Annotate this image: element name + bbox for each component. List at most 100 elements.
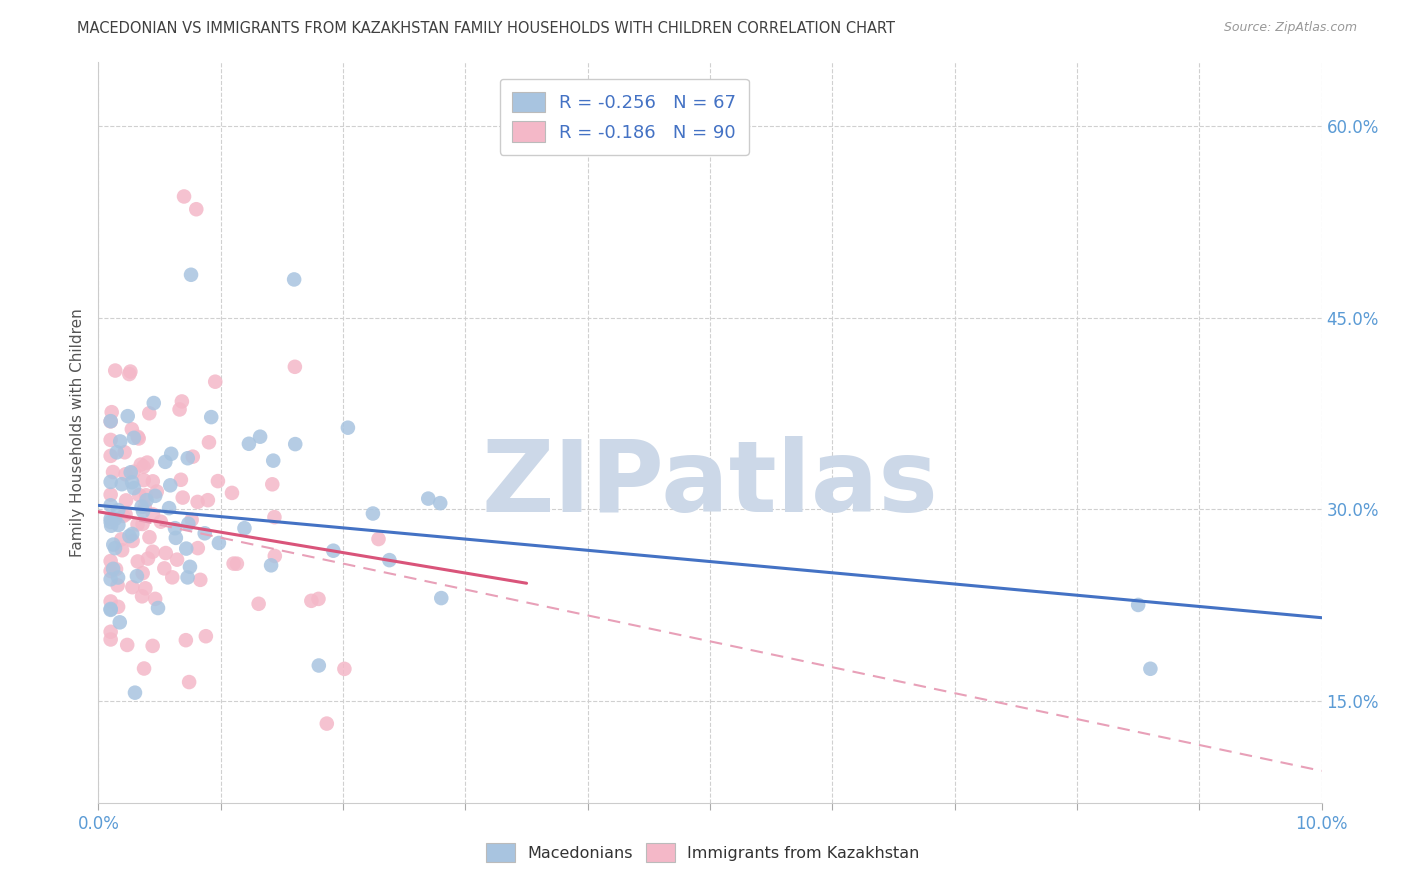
Point [162, 570, 184, 584]
Point [131, 566, 153, 581]
Point [143, 489, 166, 503]
Point [100, 518, 122, 533]
Point [100, 515, 122, 529]
Point [142, 545, 165, 559]
Point [121, 533, 143, 548]
Point [100, 602, 122, 616]
Point [121, 527, 143, 541]
Point [129, 458, 152, 472]
Legend: R = -0.256   N = 67, R = -0.186   N = 90: R = -0.256 N = 67, R = -0.186 N = 90 [499, 78, 749, 155]
Point [142, 475, 165, 489]
Point [429, 496, 451, 510]
Point [103, 538, 125, 552]
Point [134, 500, 156, 514]
Point [263, 510, 285, 524]
Point [100, 498, 122, 512]
Point [100, 414, 122, 428]
Point [155, 546, 177, 560]
Point [177, 451, 200, 466]
Legend: Macedonians, Immigrants from Kazakhstan: Macedonians, Immigrants from Kazakhstan [479, 837, 927, 868]
Point [260, 558, 283, 573]
Point [127, 430, 149, 444]
Point [100, 564, 122, 578]
Point [174, 541, 197, 556]
Point [104, 512, 127, 526]
Point [146, 601, 169, 615]
Point [111, 477, 134, 491]
Point [284, 437, 307, 451]
Point [187, 495, 209, 509]
Point [179, 559, 201, 574]
Point [336, 420, 359, 434]
Point [101, 465, 124, 479]
Point [284, 359, 307, 374]
Point [142, 639, 165, 653]
Point [247, 597, 270, 611]
Point [188, 573, 211, 587]
Point [163, 521, 186, 535]
Point [100, 488, 122, 502]
Point [308, 591, 330, 606]
Point [100, 594, 122, 608]
Point [135, 493, 157, 508]
Point [187, 541, 209, 555]
Point [107, 570, 129, 584]
Point [117, 409, 139, 424]
Point [112, 508, 135, 523]
Point [418, 491, 440, 506]
Point [165, 531, 187, 545]
Point [1128, 598, 1150, 612]
Point [131, 590, 153, 604]
Point [233, 521, 256, 535]
Point [146, 484, 169, 499]
Point [249, 430, 271, 444]
Point [121, 475, 143, 490]
Point [173, 189, 195, 203]
Point [100, 449, 122, 463]
Point [122, 481, 145, 495]
Point [105, 562, 128, 576]
Point [132, 504, 155, 518]
Point [262, 453, 284, 467]
Point [333, 662, 356, 676]
Point [105, 445, 128, 459]
Point [120, 466, 142, 480]
Point [315, 716, 337, 731]
Point [138, 406, 160, 420]
Point [114, 445, 136, 459]
Point [169, 402, 191, 417]
Point [180, 268, 202, 282]
Point [283, 272, 305, 286]
Point [160, 447, 183, 461]
Point [110, 434, 132, 449]
Point [100, 603, 122, 617]
Point [172, 491, 194, 505]
Point [134, 582, 156, 596]
Text: Source: ZipAtlas.com: Source: ZipAtlas.com [1223, 21, 1357, 34]
Point [120, 365, 142, 379]
Point [115, 493, 138, 508]
Point [136, 551, 159, 566]
Point [262, 477, 284, 491]
Point [131, 500, 153, 514]
Point [157, 501, 180, 516]
Point [367, 532, 389, 546]
Point [204, 375, 226, 389]
Point [155, 455, 177, 469]
Text: MACEDONIAN VS IMMIGRANTS FROM KAZAKHSTAN FAMILY HOUSEHOLDS WITH CHILDREN CORRELA: MACEDONIAN VS IMMIGRANTS FROM KAZAKHSTAN… [77, 21, 896, 36]
Point [104, 363, 127, 377]
Point [308, 658, 330, 673]
Point [107, 578, 129, 592]
Point [170, 473, 193, 487]
Point [111, 543, 134, 558]
Point [127, 517, 149, 532]
Point [177, 516, 200, 531]
Point [197, 493, 219, 508]
Point [159, 478, 181, 492]
Point [263, 549, 285, 563]
Point [100, 512, 122, 526]
Point [107, 518, 129, 533]
Point [136, 456, 159, 470]
Point [100, 475, 122, 489]
Point [142, 508, 165, 522]
